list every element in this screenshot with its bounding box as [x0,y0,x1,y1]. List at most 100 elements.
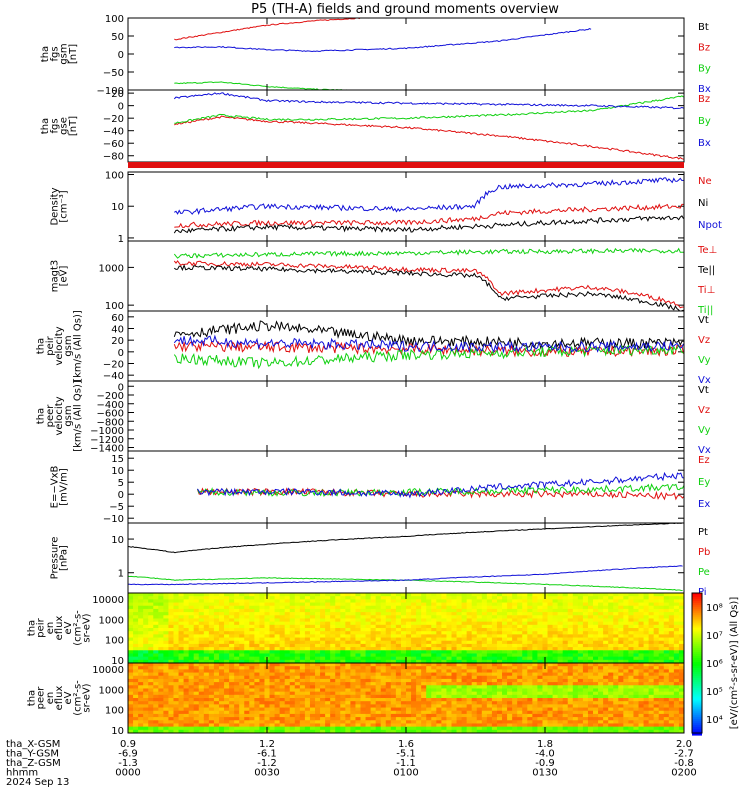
spectrogram-cell [517,675,523,680]
spectrogram-cell [466,713,473,718]
spectrogram-cell [547,675,554,680]
spectrogram-cell [406,602,412,607]
spectrogram-cell [395,618,402,623]
spectrogram-cell [446,707,452,712]
spectrogram-cell [385,637,392,642]
spectrogram-cell [365,717,372,721]
spectrogram-cell [431,656,437,661]
spectrogram-cell [224,637,230,642]
panel-data [173,247,684,311]
y-tick-label: −200 [97,391,124,402]
spectrogram-cell [183,688,190,693]
spectrogram-cell [345,726,351,731]
spectrogram-cell [512,605,518,610]
spectrogram-cell [643,628,650,632]
spectrogram-cell [213,704,220,709]
spectrogram-cell [395,599,402,604]
spectrogram-cell [613,726,619,731]
spectrogram-cell [178,672,185,677]
spectrogram-cell [456,704,463,709]
spectrogram-cell [203,717,210,721]
spectrogram-cell [320,637,326,642]
spectrogram-cell [309,682,316,686]
spectrogram-cell [587,593,594,597]
spectrogram-cell [320,612,326,616]
spectrogram-cell [309,615,316,619]
spectrogram-cell [188,599,195,604]
spectrogram-cell [491,618,498,623]
spectrogram-cell [244,602,250,607]
spectrogram-cell [431,596,437,600]
spectrogram-cell [128,659,134,663]
spectrogram-cell [330,628,336,632]
spectrogram-cell [512,647,518,651]
spectrogram-cell [178,720,185,724]
spectrogram-cell [148,631,154,635]
spectrogram-cell [426,678,432,683]
spectrogram-cell [380,643,387,648]
spectrogram-cell [618,701,624,705]
spectrogram-cell [208,672,215,677]
spectrogram-cell [593,631,599,635]
spectrogram-cell [390,624,397,629]
spectrogram-cell [507,653,513,658]
spectrogram-cell [259,688,265,693]
spectrogram-cell [315,612,321,616]
spectrogram-cell [370,698,377,702]
spectrogram-cell [304,637,311,642]
spectrogram-cell [446,605,452,610]
spectrogram-cell [173,659,180,663]
spectrogram-cell [350,618,356,623]
panel-ylabel: [cm⁻³] [59,190,70,222]
panel-ylabel: (cm²-s- [72,680,83,716]
spectrogram-cell [143,628,149,632]
spectrogram-cell [208,624,215,629]
spectrogram-cell [153,612,159,616]
spectrogram-cell [618,720,624,724]
spectrogram-cell [294,624,301,629]
spectrogram-cell [153,628,159,632]
spectrogram-cell [148,685,154,689]
spectrogram-cell [173,628,180,632]
spectrogram-cell [193,618,200,623]
spectrogram-cell [370,691,377,696]
spectrogram-cell [198,605,205,610]
spectrogram-cell [178,704,185,709]
panel-ylabel: eflux [54,686,65,711]
spectrogram-cell [274,659,281,663]
spectrogram-cell [133,663,139,667]
spectrogram-cell [380,602,387,607]
spectrogram-cell [598,717,604,721]
spectrogram-cell [466,663,473,667]
spectrogram-cell [345,608,351,613]
spectrogram-cell [507,599,513,604]
spectrogram-cell [658,624,665,629]
spectrogram-cell [224,704,230,709]
spectrogram-cell [320,659,326,663]
spectrogram-cell [416,691,422,696]
y-tick-label: 0 [118,348,124,359]
spectrogram-cell [547,707,554,712]
spectrogram-cell [274,672,281,677]
spectrogram-cell [335,713,341,718]
spectrogram-cell [557,707,564,712]
spectrogram-cell [411,682,417,686]
spectrogram-cell [426,621,432,626]
spectrogram-cell [193,663,200,667]
spectrogram-cell [567,704,574,709]
spectrogram-cell [552,615,559,619]
spectrogram-cell [658,608,665,613]
spectrogram-cell [502,637,508,642]
spectrogram-cell [481,605,488,610]
spectrogram-cell [259,593,265,597]
spectrogram-cell [203,675,210,680]
spectrogram-cell [542,602,549,607]
spectrogram-cell [638,650,645,654]
spectrogram-cell [517,631,523,635]
spectrogram-cell [143,723,149,728]
spectrogram-cell [466,691,473,696]
spectrogram-cell [218,631,225,635]
spectrogram-cell [163,698,169,702]
spectrogram-cell [203,602,210,607]
spectrogram-cell [522,678,528,683]
